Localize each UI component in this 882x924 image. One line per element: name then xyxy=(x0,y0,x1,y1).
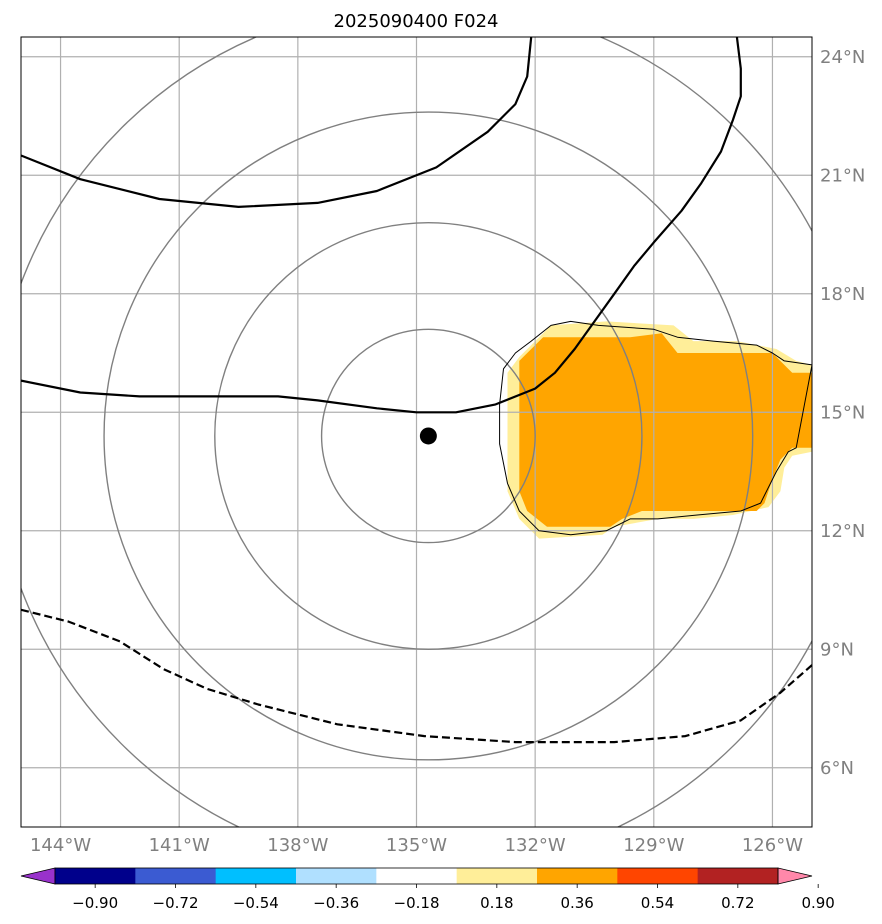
colorbar: −0.90 −0.72 −0.54 −0.36 −0.18 0.18 0.36 0.54 0.7… xyxy=(20,867,835,912)
latitude-tick-label: 21°N xyxy=(820,165,865,186)
latitude-tick-labels: 24°N 21°N 18°N 15°N 12°N 9°N 6°N xyxy=(820,47,865,779)
colorbar-tick-label: −0.54 xyxy=(233,894,279,912)
colorbar-tick-label: 0.36 xyxy=(560,894,593,912)
shaded-field-layer xyxy=(507,321,812,539)
range-ring xyxy=(103,111,754,761)
contour-lines xyxy=(21,37,812,744)
colorbar-tick-label: 0.54 xyxy=(641,894,674,912)
storm-marker-layer xyxy=(419,427,437,445)
thick-contour-middle xyxy=(21,37,742,414)
colorbar-tick-label: 0.90 xyxy=(801,894,834,912)
latitude-tick-label: 9°N xyxy=(820,639,854,660)
colorbar-cell xyxy=(456,868,538,884)
colorbar-cell xyxy=(296,868,377,884)
map-frame xyxy=(20,36,813,828)
longitude-tick-label: 126°W xyxy=(742,835,803,856)
map-title: 2025090400 F024 xyxy=(334,11,499,32)
colorbar-tick-label: −0.72 xyxy=(153,894,199,912)
longitude-tick-label: 129°W xyxy=(623,835,684,856)
storm-center-dot xyxy=(419,427,437,445)
colorbar-cell xyxy=(55,868,136,884)
thin-contour-0.18 xyxy=(499,320,812,536)
latitude-tick-label: 6°N xyxy=(820,758,854,779)
longitude-tick-label: 138°W xyxy=(267,835,328,856)
colorbar-cell xyxy=(215,868,297,884)
latitude-tick-label: 18°N xyxy=(820,284,865,305)
colorbar-tick-label: −0.90 xyxy=(72,894,118,912)
longitude-tick-label: 132°W xyxy=(505,835,566,856)
colorbar-cell xyxy=(135,868,217,884)
longitude-tick-label: 135°W xyxy=(386,835,447,856)
latitude-tick-label: 15°N xyxy=(820,402,865,423)
longitude-tick-label: 144°W xyxy=(30,835,91,856)
map-plot-area xyxy=(21,37,812,827)
colorbar-tick-label: −0.36 xyxy=(313,894,359,912)
colorbar-cell xyxy=(537,868,618,884)
longitude-tick-label: 141°W xyxy=(149,835,210,856)
range-rings xyxy=(21,37,812,827)
latitude-tick-label: 24°N xyxy=(820,47,865,68)
colorbar-tick-labels: −0.90 −0.72 −0.54 −0.36 −0.18 0.18 0.36 0.54 0.7… xyxy=(72,884,835,912)
thick-contour-upper xyxy=(21,37,533,208)
colorbar-tick-label: 0.18 xyxy=(480,894,513,912)
range-ring xyxy=(320,328,536,544)
latitude-tick-label: 12°N xyxy=(820,521,865,542)
colorbar-cell xyxy=(697,868,779,884)
colorbar-cells xyxy=(20,867,813,885)
range-ring xyxy=(214,221,643,650)
colorbar-tick-label: 0.72 xyxy=(721,894,754,912)
colorbar-extend-low xyxy=(20,867,56,885)
colorbar-extend-high xyxy=(777,867,813,885)
dashed-contour-lower xyxy=(21,608,812,744)
longitude-tick-labels: 144°W 141°W 138°W 135°W 132°W 129°W 126°W xyxy=(30,835,803,856)
fill-level-0.36 xyxy=(519,333,812,527)
colorbar-cell xyxy=(376,868,458,884)
colorbar-tick-label: −0.18 xyxy=(394,894,440,912)
colorbar-cell xyxy=(617,868,699,884)
